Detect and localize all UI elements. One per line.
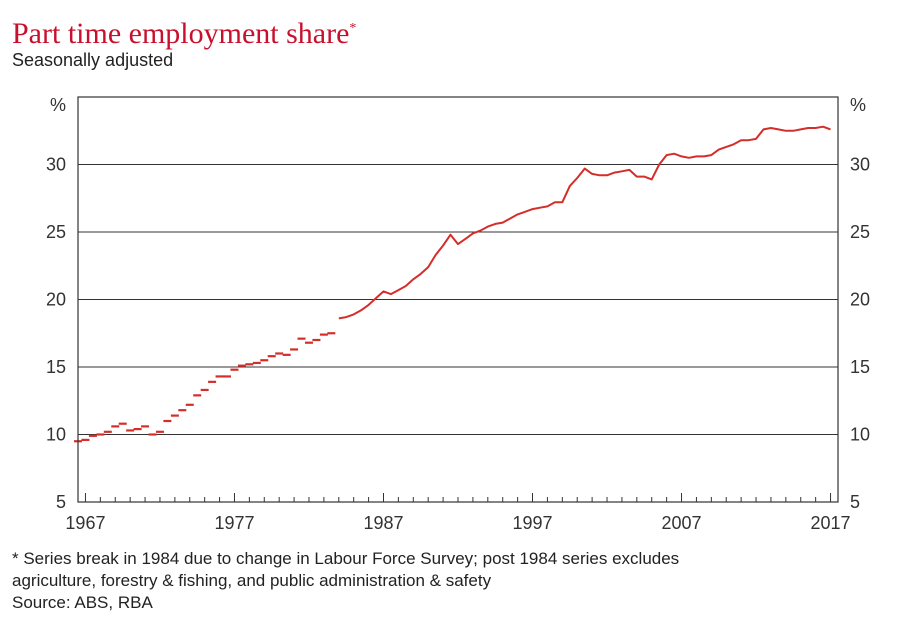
chart-title: Part time employment share*: [12, 12, 356, 51]
y-tick-label-left-20: 20: [46, 290, 66, 310]
y-tick-label-left-10: 10: [46, 425, 66, 445]
x-tick-label-1977: 1977: [214, 513, 254, 533]
y-tick-label-right-25: 25: [850, 222, 870, 242]
y-tick-label-right-15: 15: [850, 357, 870, 377]
axis-layer: 5 5 10 10 15 15 20 20 25 25 30 30 1967 1977 1987 1997 20…: [46, 155, 870, 534]
source-note: Source: ABS, RBA: [12, 593, 153, 612]
y-tick-label-right-5: 5: [850, 492, 860, 512]
plot-frame: [77, 96, 839, 503]
chart-title-text: Part time employment share: [12, 17, 350, 50]
footnote-line-1: * Series break in 1984 due to change in …: [12, 549, 680, 568]
y-tick-label-right-30: 30: [850, 155, 870, 175]
x-tick-label-1967: 1967: [65, 513, 105, 533]
chart-subtitle: Seasonally adjusted: [12, 50, 174, 70]
y-axis-unit-left: %: [50, 95, 66, 115]
post-break-series-line: [338, 125, 831, 320]
x-tick-label-1987: 1987: [363, 513, 403, 533]
x-tick-label-1997: 1997: [512, 513, 552, 533]
x-tick-label-2017: 2017: [811, 513, 851, 533]
footnote-line-2: agriculture, forestry & fishing, and pub…: [12, 571, 492, 590]
x-tick-label-2007: 2007: [662, 513, 702, 533]
y-tick-label-left-25: 25: [46, 222, 66, 242]
y-tick-label-left-5: 5: [56, 492, 66, 512]
grid-layer: [78, 164, 838, 435]
y-axis-unit-right: %: [850, 95, 866, 115]
series-layer: [74, 125, 831, 443]
y-tick-label-right-20: 20: [850, 290, 870, 310]
y-tick-label-left-30: 30: [46, 155, 66, 175]
y-tick-label-left-15: 15: [46, 357, 66, 377]
y-tick-label-right-10: 10: [850, 425, 870, 445]
title-footnote-marker: *: [349, 21, 357, 36]
footnote: * Series break in 1984 due to change in …: [12, 548, 902, 614]
